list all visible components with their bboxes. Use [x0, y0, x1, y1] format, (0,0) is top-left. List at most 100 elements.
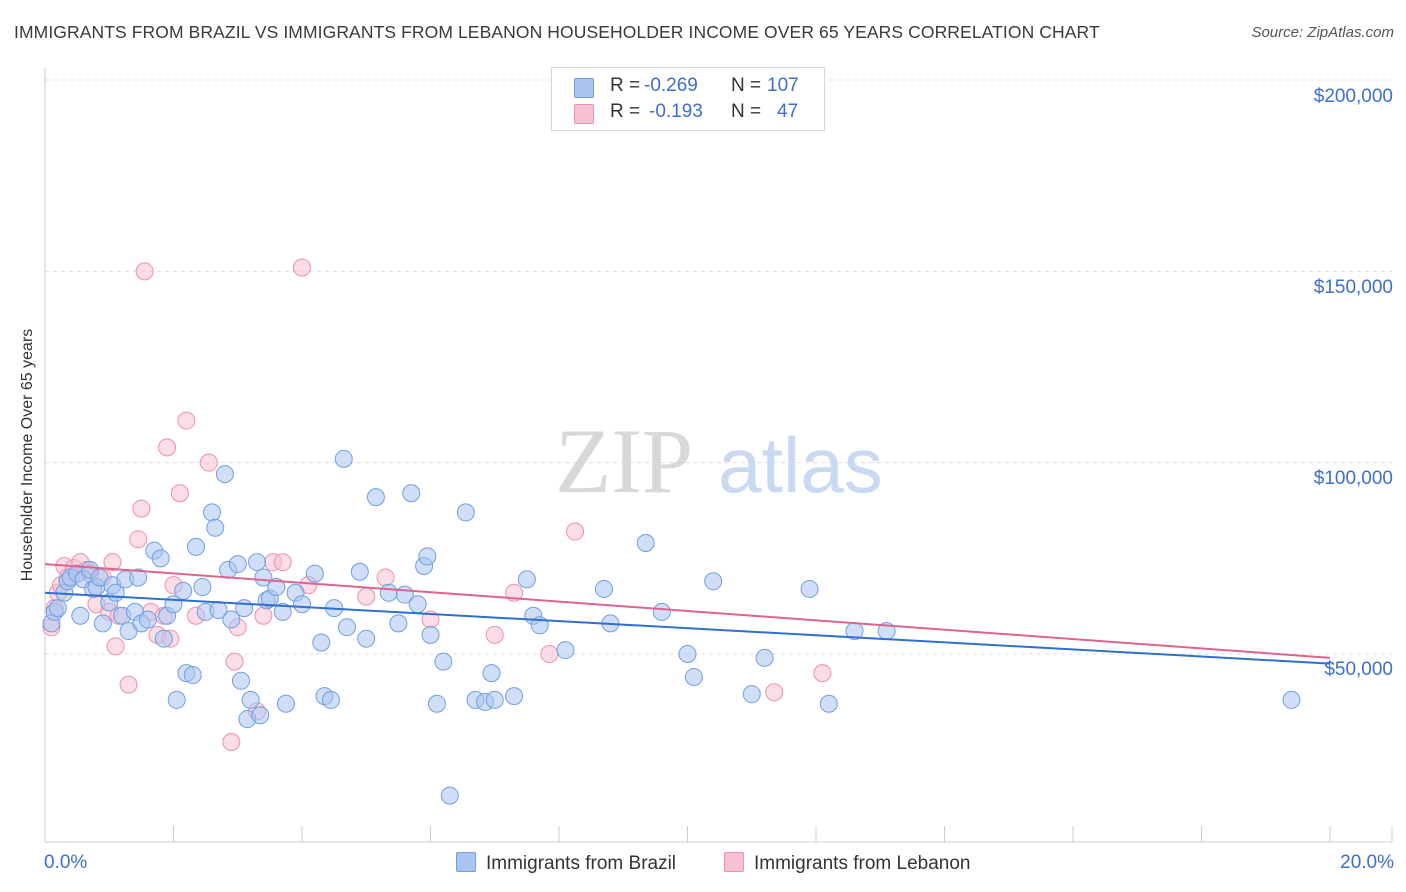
- brazil-point: [321, 690, 340, 709]
- brazil-point: [138, 610, 157, 629]
- lebanon-point: [813, 664, 832, 683]
- brazil-point: [505, 687, 524, 706]
- brazil-point: [357, 629, 376, 648]
- brazil-point: [1282, 690, 1301, 709]
- brazil-point: [193, 578, 212, 597]
- lebanon-point: [158, 438, 177, 457]
- bottom-legend-brazil: Immigrants from Brazil: [456, 852, 676, 875]
- brazil-point: [456, 503, 475, 522]
- brazil-trend-line: [44, 591, 1331, 665]
- lebanon-points: [42, 258, 832, 752]
- y-tick-label-50000: $50,000: [1324, 659, 1393, 680]
- trend-lines: [44, 563, 1331, 665]
- bottom-legend-label-lebanon: Immigrants from Lebanon: [754, 853, 971, 874]
- brazil-point: [206, 518, 225, 537]
- brazil-point: [482, 664, 501, 683]
- brazil-point: [235, 599, 254, 618]
- bottom-legend-swatch-lebanon: [724, 852, 744, 872]
- brazil-point: [186, 537, 205, 556]
- watermark-zip: ZIP: [555, 410, 693, 512]
- brazil-point: [408, 595, 427, 614]
- brazil-point: [485, 690, 504, 709]
- lebanon-point: [106, 637, 125, 656]
- watermark: ZIP atlas: [555, 410, 883, 512]
- brazil-point: [742, 685, 761, 704]
- legend-r-label: R =: [610, 75, 641, 96]
- lebanon-point: [254, 606, 273, 625]
- lebanon-point: [225, 652, 244, 671]
- bottom-legend-lebanon: Immigrants from Lebanon: [724, 852, 971, 875]
- brazil-point: [305, 564, 324, 583]
- brazil-point: [129, 568, 148, 587]
- x-tick-label-max: 20.0%: [1340, 852, 1394, 873]
- x-tick-label-min: 0.0%: [44, 852, 88, 873]
- brazil-point: [222, 610, 241, 629]
- lebanon-point: [199, 453, 218, 472]
- brazil-point: [350, 562, 369, 581]
- lebanon-trend-line: [44, 563, 1331, 659]
- bottom-legend-swatch-brazil: [456, 852, 476, 872]
- brazil-point: [203, 503, 222, 522]
- brazil-points: [42, 449, 1301, 805]
- brazil-point: [556, 641, 575, 660]
- legend-n-value-brazil: 107: [767, 75, 799, 96]
- brazil-point: [684, 667, 703, 686]
- legend-n-label: N =: [731, 101, 762, 122]
- legend-n-label: N =: [731, 75, 762, 96]
- watermark-atlas: atlas: [718, 421, 883, 509]
- lebanon-point: [273, 553, 292, 572]
- brazil-point: [517, 570, 536, 589]
- brazil-point: [273, 602, 292, 621]
- bottom-legend-label-brazil: Immigrants from Brazil: [486, 853, 677, 874]
- brazil-point: [293, 595, 311, 614]
- brazil-point: [215, 465, 234, 484]
- brazil-point: [418, 547, 437, 566]
- brazil-point: [251, 706, 270, 725]
- lebanon-point: [566, 522, 585, 541]
- brazil-point: [389, 614, 408, 633]
- brazil-point: [167, 690, 186, 709]
- brazil-point: [334, 449, 353, 468]
- lebanon-point: [765, 683, 784, 702]
- lebanon-point: [293, 258, 311, 277]
- y-tick-label-200000: $200,000: [1313, 86, 1393, 107]
- lebanon-point: [485, 625, 504, 644]
- brazil-point: [71, 606, 90, 625]
- brazil-point: [337, 618, 356, 637]
- grid-lines: [45, 79, 1392, 655]
- axes: [44, 68, 1393, 843]
- legend-swatch-lebanon: [574, 104, 594, 124]
- legend-n-value-lebanon: 47: [777, 101, 799, 122]
- brazil-point: [276, 694, 295, 713]
- brazil-point: [636, 534, 655, 553]
- brazil-point: [151, 549, 170, 568]
- brazil-point: [434, 652, 453, 671]
- brazil-point: [154, 629, 173, 648]
- brazil-point: [379, 583, 398, 602]
- y-tick-label-100000: $100,000: [1313, 468, 1393, 489]
- brazil-point: [678, 645, 697, 663]
- brazil-point: [312, 633, 331, 652]
- y-tick-label-150000: $150,000: [1313, 277, 1393, 298]
- lebanon-point: [103, 553, 122, 572]
- brazil-point: [231, 671, 250, 690]
- lebanon-point: [177, 411, 196, 430]
- lebanon-point: [119, 675, 138, 694]
- lebanon-point: [129, 530, 148, 549]
- chart-title: IMMIGRANTS FROM BRAZIL VS IMMIGRANTS FRO…: [14, 22, 1100, 42]
- brazil-point: [228, 555, 247, 574]
- legend-r-value-lebanon: -0.193: [649, 101, 703, 122]
- lebanon-point: [540, 645, 559, 663]
- brazil-point: [800, 579, 819, 598]
- lebanon-point: [135, 262, 154, 281]
- brazil-point: [594, 579, 613, 598]
- brazil-point: [267, 578, 286, 597]
- brazil-point: [427, 694, 446, 713]
- source-label: Source: ZipAtlas.com: [1251, 24, 1394, 41]
- legend-r-value-brazil: -0.269: [644, 75, 698, 96]
- brazil-point: [421, 625, 440, 644]
- brazil-point: [248, 553, 267, 572]
- brazil-point: [755, 648, 774, 667]
- lebanon-point: [132, 499, 151, 518]
- lebanon-point: [170, 484, 189, 503]
